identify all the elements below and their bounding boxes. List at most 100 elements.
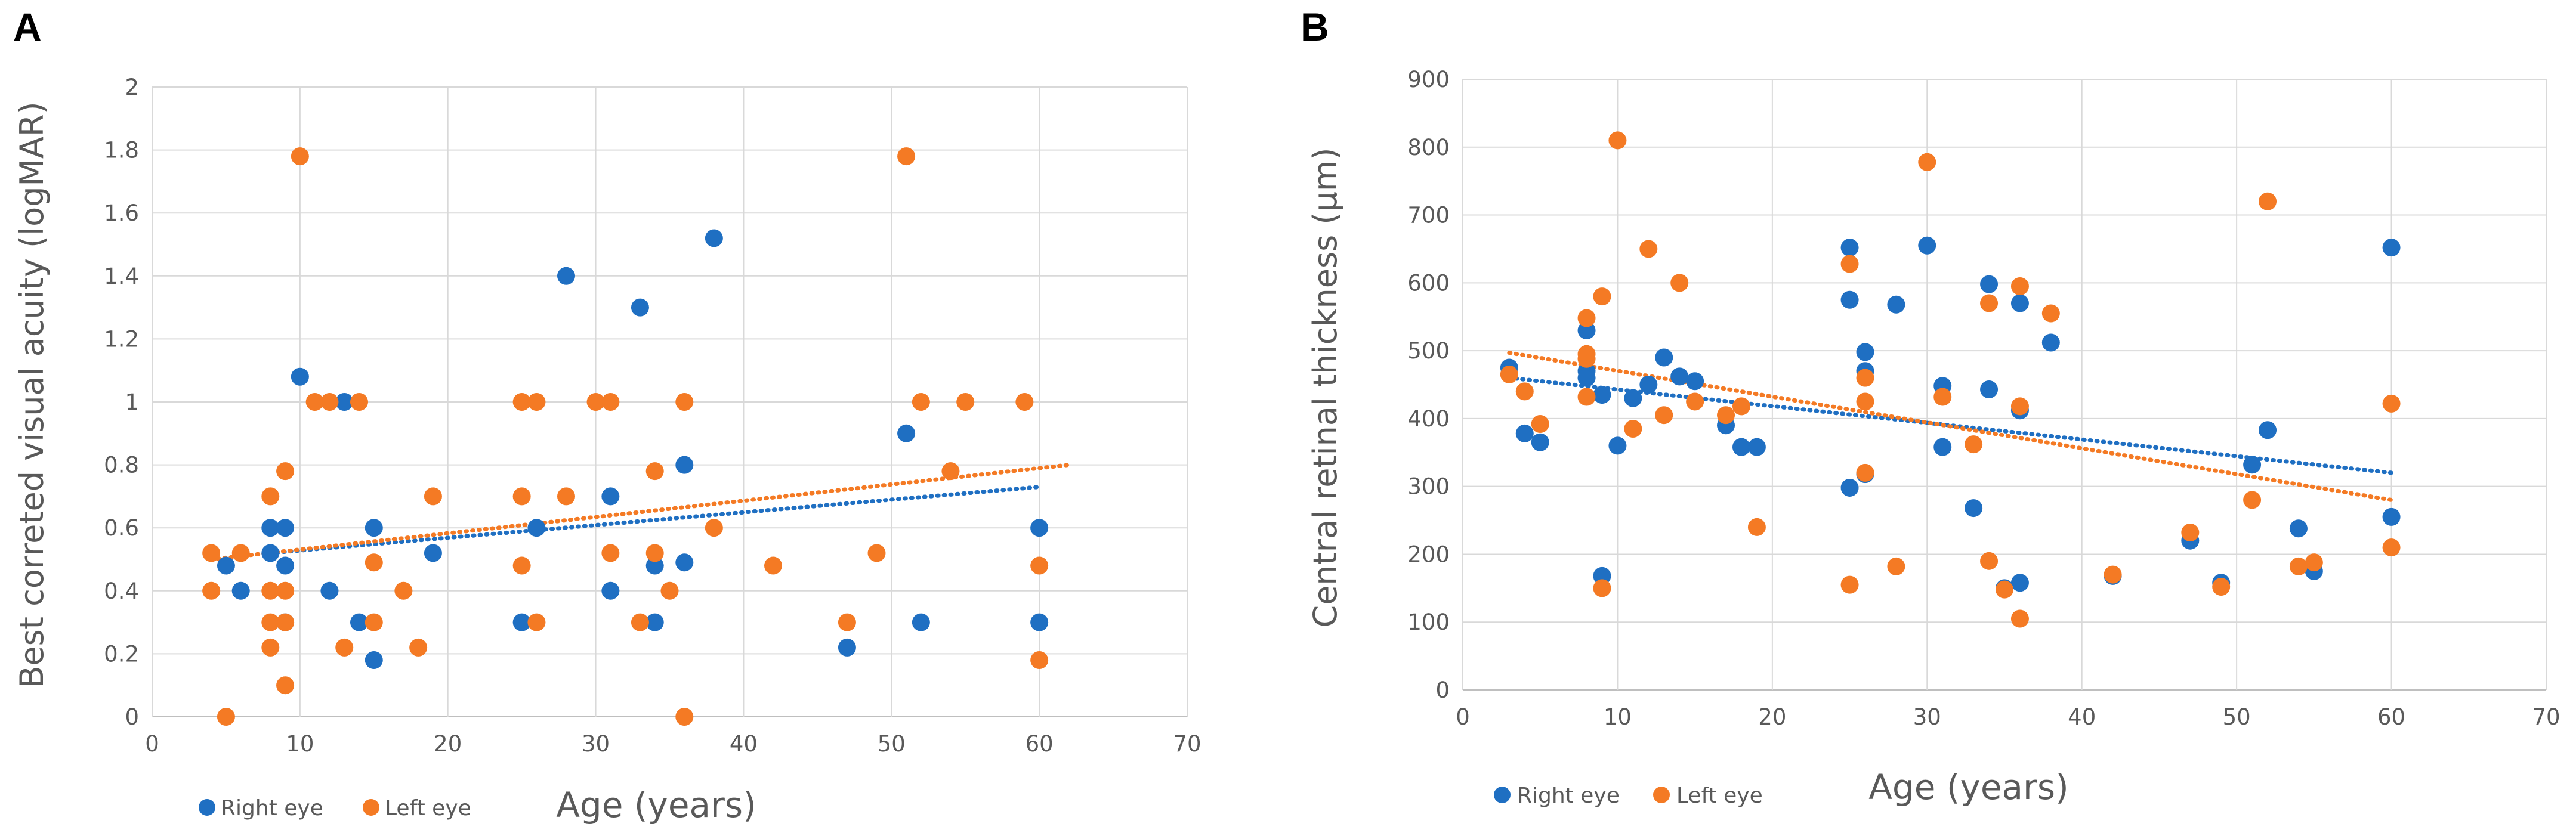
panel-a-point-right-eye [217,556,235,575]
panel-a-x-tick-label: 30 [582,731,610,757]
panel-b-point-left-eye [1577,349,1596,368]
panel-b-point-right-eye [2243,456,2262,474]
panel-a-point-left-eye [320,393,339,411]
panel-b-point-left-eye [1500,365,1518,383]
panel-a-point-right-eye [897,424,916,442]
panel-b-point-right-eye [2259,421,2277,439]
panel-a-points [202,147,1049,726]
panel-b-point-left-eye [1593,579,1611,597]
panel-a-point-right-eye [350,613,368,631]
panel-a-point-left-eye [557,487,575,506]
panel-a-point-left-eye [527,613,546,631]
panel-b-point-left-eye [1840,255,1859,273]
panel-a-x-tick-label: 70 [1173,731,1201,757]
panel-a-point-left-eye [956,393,975,411]
panel-b-y-tick-label: 600 [1407,270,1450,296]
panel-b-y-tick-label: 100 [1407,609,1450,635]
panel-a-point-left-eye [1030,651,1049,669]
panel-b-point-right-eye [1593,386,1611,404]
panel-b-y-tick-label: 800 [1407,135,1450,160]
panel-b-legend: Right eye Left eye [1494,784,1763,808]
panel-b-point-left-eye [1965,435,1983,454]
panel-a-point-left-eye [305,393,324,411]
panel-a-point-right-eye [261,544,280,562]
panel-b-point-left-eye [1856,392,1874,411]
panel-a-point-right-eye [838,638,856,657]
panel-b-y-tick-label: 700 [1407,203,1450,228]
panel-a-point-left-eye [645,544,664,562]
panel-b-point-left-eye [1732,397,1750,416]
panel-b-y-tick-label: 300 [1407,474,1450,500]
panel-a-y-tick-label: 1.2 [104,326,139,352]
panel-b-x-tick-label: 40 [2068,704,2096,730]
panel-b-point-left-eye [1747,518,1766,536]
panel-b-x-tick-label: 30 [1913,704,1941,730]
panel-b-point-left-eye [2010,397,2029,416]
panel-a-point-left-eye [660,581,679,600]
panel-a-point-left-eye [261,581,280,600]
panel-a-x-tick-label: 40 [730,731,758,757]
panel-b-point-left-eye [2382,394,2401,413]
panel-b-point-right-eye [2382,507,2401,526]
panel-a-point-left-eye [424,487,442,506]
panel-a-y-tick-label: 1 [125,389,139,415]
panel-b-point-right-eye [1686,372,1704,391]
panel-a-point-right-eye [1030,613,1049,631]
panel-a-point-right-eye [512,613,531,631]
panel-a-point-left-eye [231,544,250,562]
panel-b-point-left-eye [1887,557,1905,575]
panel-b-point-right-eye [1933,438,1952,456]
panel-b-point-left-eye [1980,294,1999,312]
panel-b-x-tick-label: 50 [2223,704,2251,730]
panel-b-letter: B [1301,5,1329,49]
panel-b-point-right-eye [1624,389,1642,407]
panel-b-y-tick-label: 400 [1407,406,1450,432]
panel-b-point-right-eye [1515,424,1534,442]
panel-a-x-tick-label: 50 [878,731,906,757]
panel-a-letter: A [13,5,42,49]
panel-b-x-tick-label: 0 [1456,704,1470,730]
panel-b-grid [1462,79,2547,691]
panel-a-x-tick-label: 0 [145,731,159,757]
panel-a-point-right-eye [557,267,575,285]
panel-a-point-left-eye [512,556,531,575]
panel-b-point-left-eye [1515,382,1534,401]
panel-a-point-left-eye [527,393,546,411]
panel-b-point-left-eye [1933,388,1952,406]
panel-a-point-right-eye [1030,519,1049,537]
panel-a-y-tick-label: 1.4 [104,264,139,289]
panel-b-point-left-eye [1655,406,1673,425]
panel-a-point-left-eye [586,393,605,411]
panel-b-point-left-eye [1670,274,1689,292]
panel-a-point-right-eye [601,581,620,600]
panel-a-point-left-eye [941,462,960,481]
panel-a-point-left-eye [1015,393,1034,411]
panel-b-legend-right-eye-marker [1494,787,1511,803]
panel-b-point-right-eye [1840,478,1859,497]
panel-a-point-left-eye [838,613,856,631]
panel-b-point-right-eye [1670,367,1689,386]
panel-b-point-right-eye [1856,343,1874,361]
panel-b-point-left-eye [2212,578,2231,596]
panel-b-legend-left-eye-marker [1653,787,1670,803]
panel-a-point-left-eye [675,708,694,726]
panel-a-point-right-eye [645,556,664,575]
panel-a-y-tick-label: 1.6 [104,200,139,226]
panel-a-y-tick-label: 0.8 [104,453,139,478]
panel-b-point-left-eye [1577,309,1596,327]
panel-a-point-right-eye [424,544,442,562]
panel-b-point-right-eye [1840,290,1859,309]
panel-a-legend-right-eye-label: Right eye [221,796,323,821]
panel-b-point-right-eye [1531,433,1549,451]
panel-b-point-left-eye [1593,287,1611,306]
panel-a-point-left-eye [276,581,295,600]
panel-b-point-left-eye [1996,580,2013,599]
panel-b-y-tick-label: 500 [1407,338,1450,364]
panel-a-point-right-eye [261,519,280,537]
panel-a-point-left-eye [631,613,649,631]
panel-a-point-right-eye [645,613,664,631]
panel-b-point-right-eye [2382,239,2401,257]
panel-b-point-right-eye [1608,436,1627,455]
panel-b-point-left-eye [1840,575,1859,594]
panel-a-point-left-eye [394,581,413,600]
